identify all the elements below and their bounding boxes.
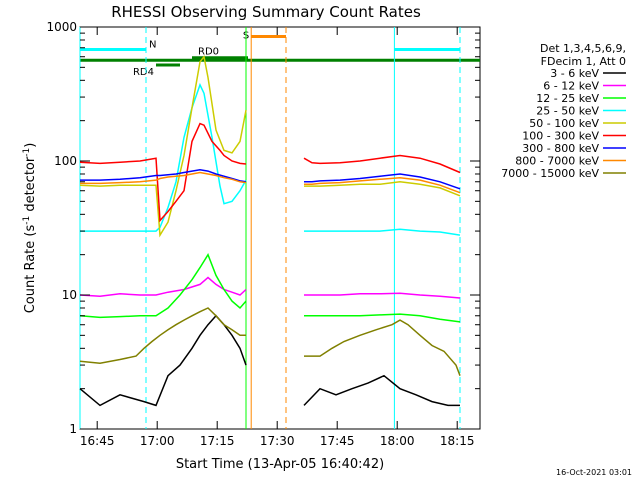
y-axis-label: Count Rate (s-1 detector-1) — [22, 143, 38, 314]
series-line-1-part-0 — [79, 276, 247, 297]
series-line-4-part-1 — [304, 181, 461, 197]
series-line-1-part-1 — [304, 292, 461, 299]
legend-header-line-1: Det 1,3,4,5,6,9, — [540, 42, 626, 55]
legend-label-8: 7000 - 15000 keV — [501, 167, 599, 180]
y-tick-label-2: 100 — [54, 154, 77, 168]
tick-layer: 16:45 17:00 17:15 17:30 17:45 18:00 18:15 1 10 10… — [46, 20, 480, 448]
x-tick-label-4: 17:45 — [320, 434, 355, 448]
plot-frame — [79, 26, 481, 430]
x-tick-label-3: 17:30 — [260, 434, 295, 448]
series-line-7-part-1 — [304, 176, 461, 194]
series-line-5-part-1 — [303, 154, 461, 174]
series-line-3-part-0 — [80, 82, 247, 232]
y-tick-label-0: 1 — [69, 422, 77, 436]
series-line-2-part-1 — [304, 313, 461, 323]
series-line-0-part-1 — [303, 374, 460, 407]
y-tick-label-1: 10 — [62, 288, 77, 302]
legend-label-0: 3 - 6 keV — [550, 67, 599, 80]
legend-label-5: 100 - 300 keV — [522, 130, 599, 143]
series-line-7-part-0 — [80, 171, 247, 185]
series-line-6-part-0 — [80, 169, 247, 183]
legend-header-line-2: FDecim 1, Att 0 — [541, 55, 626, 68]
annotation-label-3: RD0 — [198, 47, 219, 58]
series-line-6-part-1 — [304, 173, 461, 190]
legend: Det 1,3,4,5,6,9, FDecim 1, Att 0 3 - 6 k… — [501, 42, 626, 180]
legend-label-3: 25 - 50 keV — [536, 105, 599, 118]
footer-date: 16-Oct-2021 03:01 — [556, 468, 632, 477]
x-tick-label-2: 17:15 — [200, 434, 235, 448]
chart-title: RHESSI Observing Summary Count Rates — [111, 3, 421, 21]
legend-label-6: 300 - 800 keV — [522, 142, 599, 155]
series-line-8-part-1 — [304, 319, 461, 376]
legend-label-1: 6 - 12 keV — [543, 80, 599, 93]
x-tick-label-1: 17:00 — [140, 434, 175, 448]
annotation-layer: NSRD0RD4 — [79, 27, 480, 429]
legend-label-2: 12 - 25 keV — [536, 92, 599, 105]
series-line-8-part-0 — [79, 307, 246, 364]
series-line-4-part-0 — [79, 54, 247, 238]
legend-label-4: 50 - 100 keV — [529, 117, 599, 130]
x-axis-label: Start Time (13-Apr-05 16:40:42) — [176, 457, 384, 472]
x-tick-label-6: 18:15 — [440, 434, 475, 448]
series-layer — [79, 54, 461, 407]
x-tick-label-0: 16:45 — [80, 434, 115, 448]
series-line-3-part-1 — [304, 228, 461, 236]
series-line-2-part-0 — [79, 253, 247, 319]
y-tick-label-3: 1000 — [46, 20, 77, 34]
series-line-5-part-0 — [79, 122, 247, 223]
series-line-0-part-0 — [79, 314, 247, 407]
x-tick-label-5: 18:00 — [380, 434, 415, 448]
annotation-label-4: RD4 — [133, 67, 154, 78]
plot-area: NSRD0RD4 16:4517:0017:1517:3017:4518:001… — [46, 20, 481, 448]
annotation-label-0: N — [149, 39, 156, 50]
legend-label-7: 800 - 7000 keV — [515, 155, 599, 168]
